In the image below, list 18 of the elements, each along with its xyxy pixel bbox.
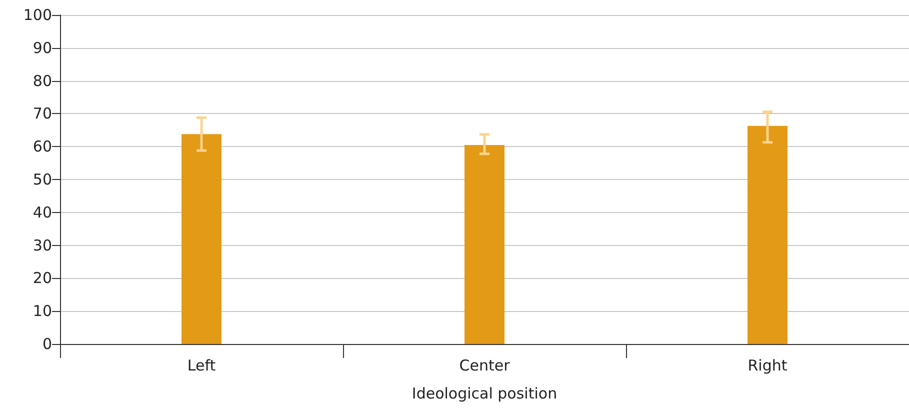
y-tick-label: 100 [23,6,52,24]
y-tick-label: 20 [32,269,52,288]
y-tick-label: 0 [42,335,52,353]
y-tick-label: 50 [32,170,52,188]
x-tick-label: Right [748,356,788,374]
y-tick-label: 30 [32,236,52,254]
bar [464,144,504,344]
y-tick-label: 10 [32,302,52,320]
bar [748,126,788,344]
y-tick-label: 80 [32,72,52,90]
y-tick-label: 70 [32,104,52,123]
y-tick-label: 90 [32,38,52,57]
x-axis-title: Ideological position [412,384,558,402]
y-tick-label: 40 [32,203,52,222]
x-tick-label: Left [187,356,216,374]
y-tick-label: 60 [32,138,52,156]
bar [182,134,222,344]
x-tick-label: Center [459,356,511,374]
